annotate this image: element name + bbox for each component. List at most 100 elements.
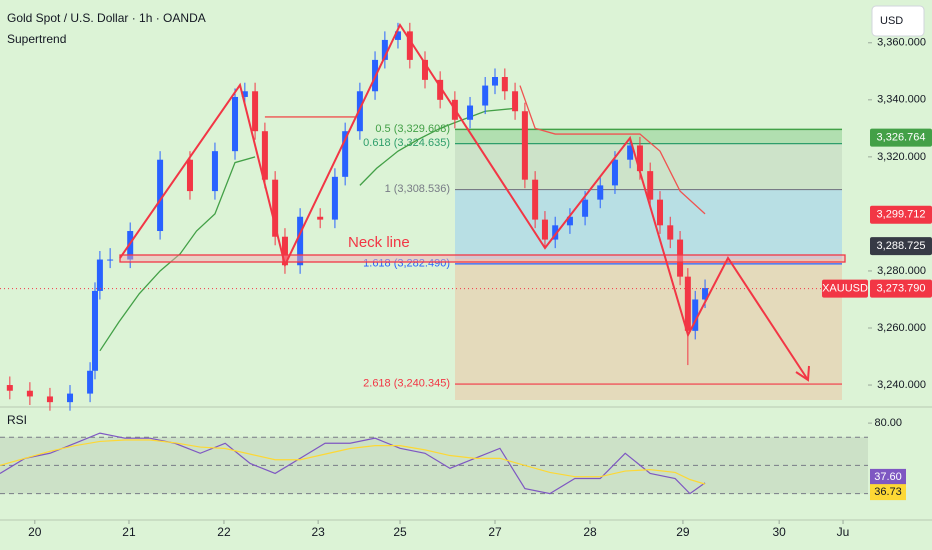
candle-body xyxy=(331,176,338,220)
candle-body xyxy=(281,236,288,266)
y-tick-label: 3,320.000 xyxy=(877,151,926,163)
candle-body xyxy=(211,151,218,192)
x-tick-label: 20 xyxy=(28,525,42,539)
currency-button[interactable] xyxy=(871,5,925,37)
fib-label: 0.5 (3,329.608) xyxy=(375,123,450,135)
candle-body xyxy=(394,31,401,40)
candle-body xyxy=(107,259,114,261)
fib-label: 1.618 (3,282.490) xyxy=(363,257,450,269)
candle-body xyxy=(252,91,259,132)
candle-body xyxy=(272,179,279,237)
y-tick-label: 80.00 xyxy=(874,417,902,429)
candle-body xyxy=(692,299,699,331)
candle-body xyxy=(627,145,634,160)
rsi-line xyxy=(0,439,706,485)
y-tick-label: 3,340.000 xyxy=(877,94,926,106)
price-badge-label: 3,288.725 xyxy=(877,240,926,252)
candle-body xyxy=(521,111,528,180)
indicator-name: Supertrend xyxy=(7,32,66,46)
candle-body xyxy=(186,159,193,192)
price-badge xyxy=(870,237,932,256)
candle-body xyxy=(241,91,248,97)
price-badge-label: 3,299.712 xyxy=(877,209,926,221)
fib-label: 1 (3,308.536) xyxy=(385,183,450,195)
candle-body xyxy=(356,91,363,132)
fib-label: 0.618 (3,324.635) xyxy=(363,137,450,149)
candle-body xyxy=(381,39,388,60)
annotation: Neck line xyxy=(348,234,410,251)
supertrend-line xyxy=(359,107,516,186)
fib-zone-tan xyxy=(455,259,842,400)
candle-body xyxy=(317,216,324,220)
x-tick-label: 27 xyxy=(488,525,502,539)
chart-title: Gold Spot / U.S. Dollar · 1h · OANDA xyxy=(7,11,206,25)
neck-line xyxy=(119,254,846,263)
candle-body xyxy=(657,199,664,226)
x-tick-label: Ju xyxy=(837,525,850,539)
candle-body xyxy=(26,390,33,397)
candle-body xyxy=(541,219,548,240)
candle-body xyxy=(232,96,239,152)
candle-body xyxy=(406,31,413,60)
candle-body xyxy=(342,131,349,177)
candle-body xyxy=(297,216,304,266)
candle-body xyxy=(636,145,643,172)
rsi-badge xyxy=(870,468,906,485)
rsi-badge xyxy=(870,484,906,501)
candle-body xyxy=(677,239,684,277)
rsi-line xyxy=(0,432,706,495)
candle-body xyxy=(492,77,499,86)
y-tick-label: 3,360.000 xyxy=(877,37,926,49)
price-badge-label: 3,273.790 xyxy=(877,283,926,295)
arrow-head xyxy=(795,365,810,382)
candle-body xyxy=(597,185,604,200)
symbol-label: XAUUSD xyxy=(822,283,868,295)
y-tick-label: 3,280.000 xyxy=(877,265,926,277)
rsi-badge-label: 37.60 xyxy=(874,471,902,483)
price-badge xyxy=(870,205,932,224)
currency[interactable]: USD xyxy=(880,15,903,27)
rsi-title: RSI xyxy=(7,413,27,427)
fib-zone-green xyxy=(455,128,842,143)
candle-body xyxy=(647,171,654,200)
candle-body xyxy=(67,393,74,403)
x-tick-label: 30 xyxy=(772,525,786,539)
price-badge-label: 3,326.764 xyxy=(877,131,926,143)
x-tick-label: 29 xyxy=(676,525,690,539)
candle-body xyxy=(566,216,573,226)
fib-zone: 0.5 (3,329.608) 0.618 (3,324.635) 1 (3,308… xyxy=(363,123,842,400)
supertrend-line xyxy=(99,156,256,352)
candle-body xyxy=(482,85,489,106)
x-tick-label: 22 xyxy=(217,525,231,539)
pattern-drawing xyxy=(119,22,809,381)
candle-body xyxy=(501,77,508,92)
candle-body xyxy=(467,105,474,120)
candle-body xyxy=(6,385,13,391)
candle-body xyxy=(261,131,268,180)
candle-body xyxy=(96,259,103,291)
candle-body xyxy=(421,59,428,80)
fib-label: 2.618 (3,240.345) xyxy=(363,377,450,389)
candle-body xyxy=(87,370,94,394)
candle-body xyxy=(667,225,674,240)
x-tick-label: 23 xyxy=(311,525,325,539)
price-badge xyxy=(870,128,932,147)
candle-body xyxy=(684,276,691,331)
candle-body xyxy=(437,79,444,100)
candle-body xyxy=(127,231,134,260)
x-tick-label: 21 xyxy=(122,525,136,539)
candle-body xyxy=(157,159,164,232)
x-tick-label: 28 xyxy=(583,525,597,539)
rsi-badge-label: 36.73 xyxy=(874,486,902,498)
x-tick-label: 25 xyxy=(393,525,407,539)
candle-body xyxy=(611,159,618,186)
symbol-badge xyxy=(822,279,868,298)
y-tick-label: 3,240.000 xyxy=(877,379,926,391)
candles xyxy=(6,22,709,411)
candle-body xyxy=(702,288,709,300)
candle-body xyxy=(552,225,559,240)
candle-body xyxy=(46,396,53,403)
candle-body xyxy=(91,290,98,371)
